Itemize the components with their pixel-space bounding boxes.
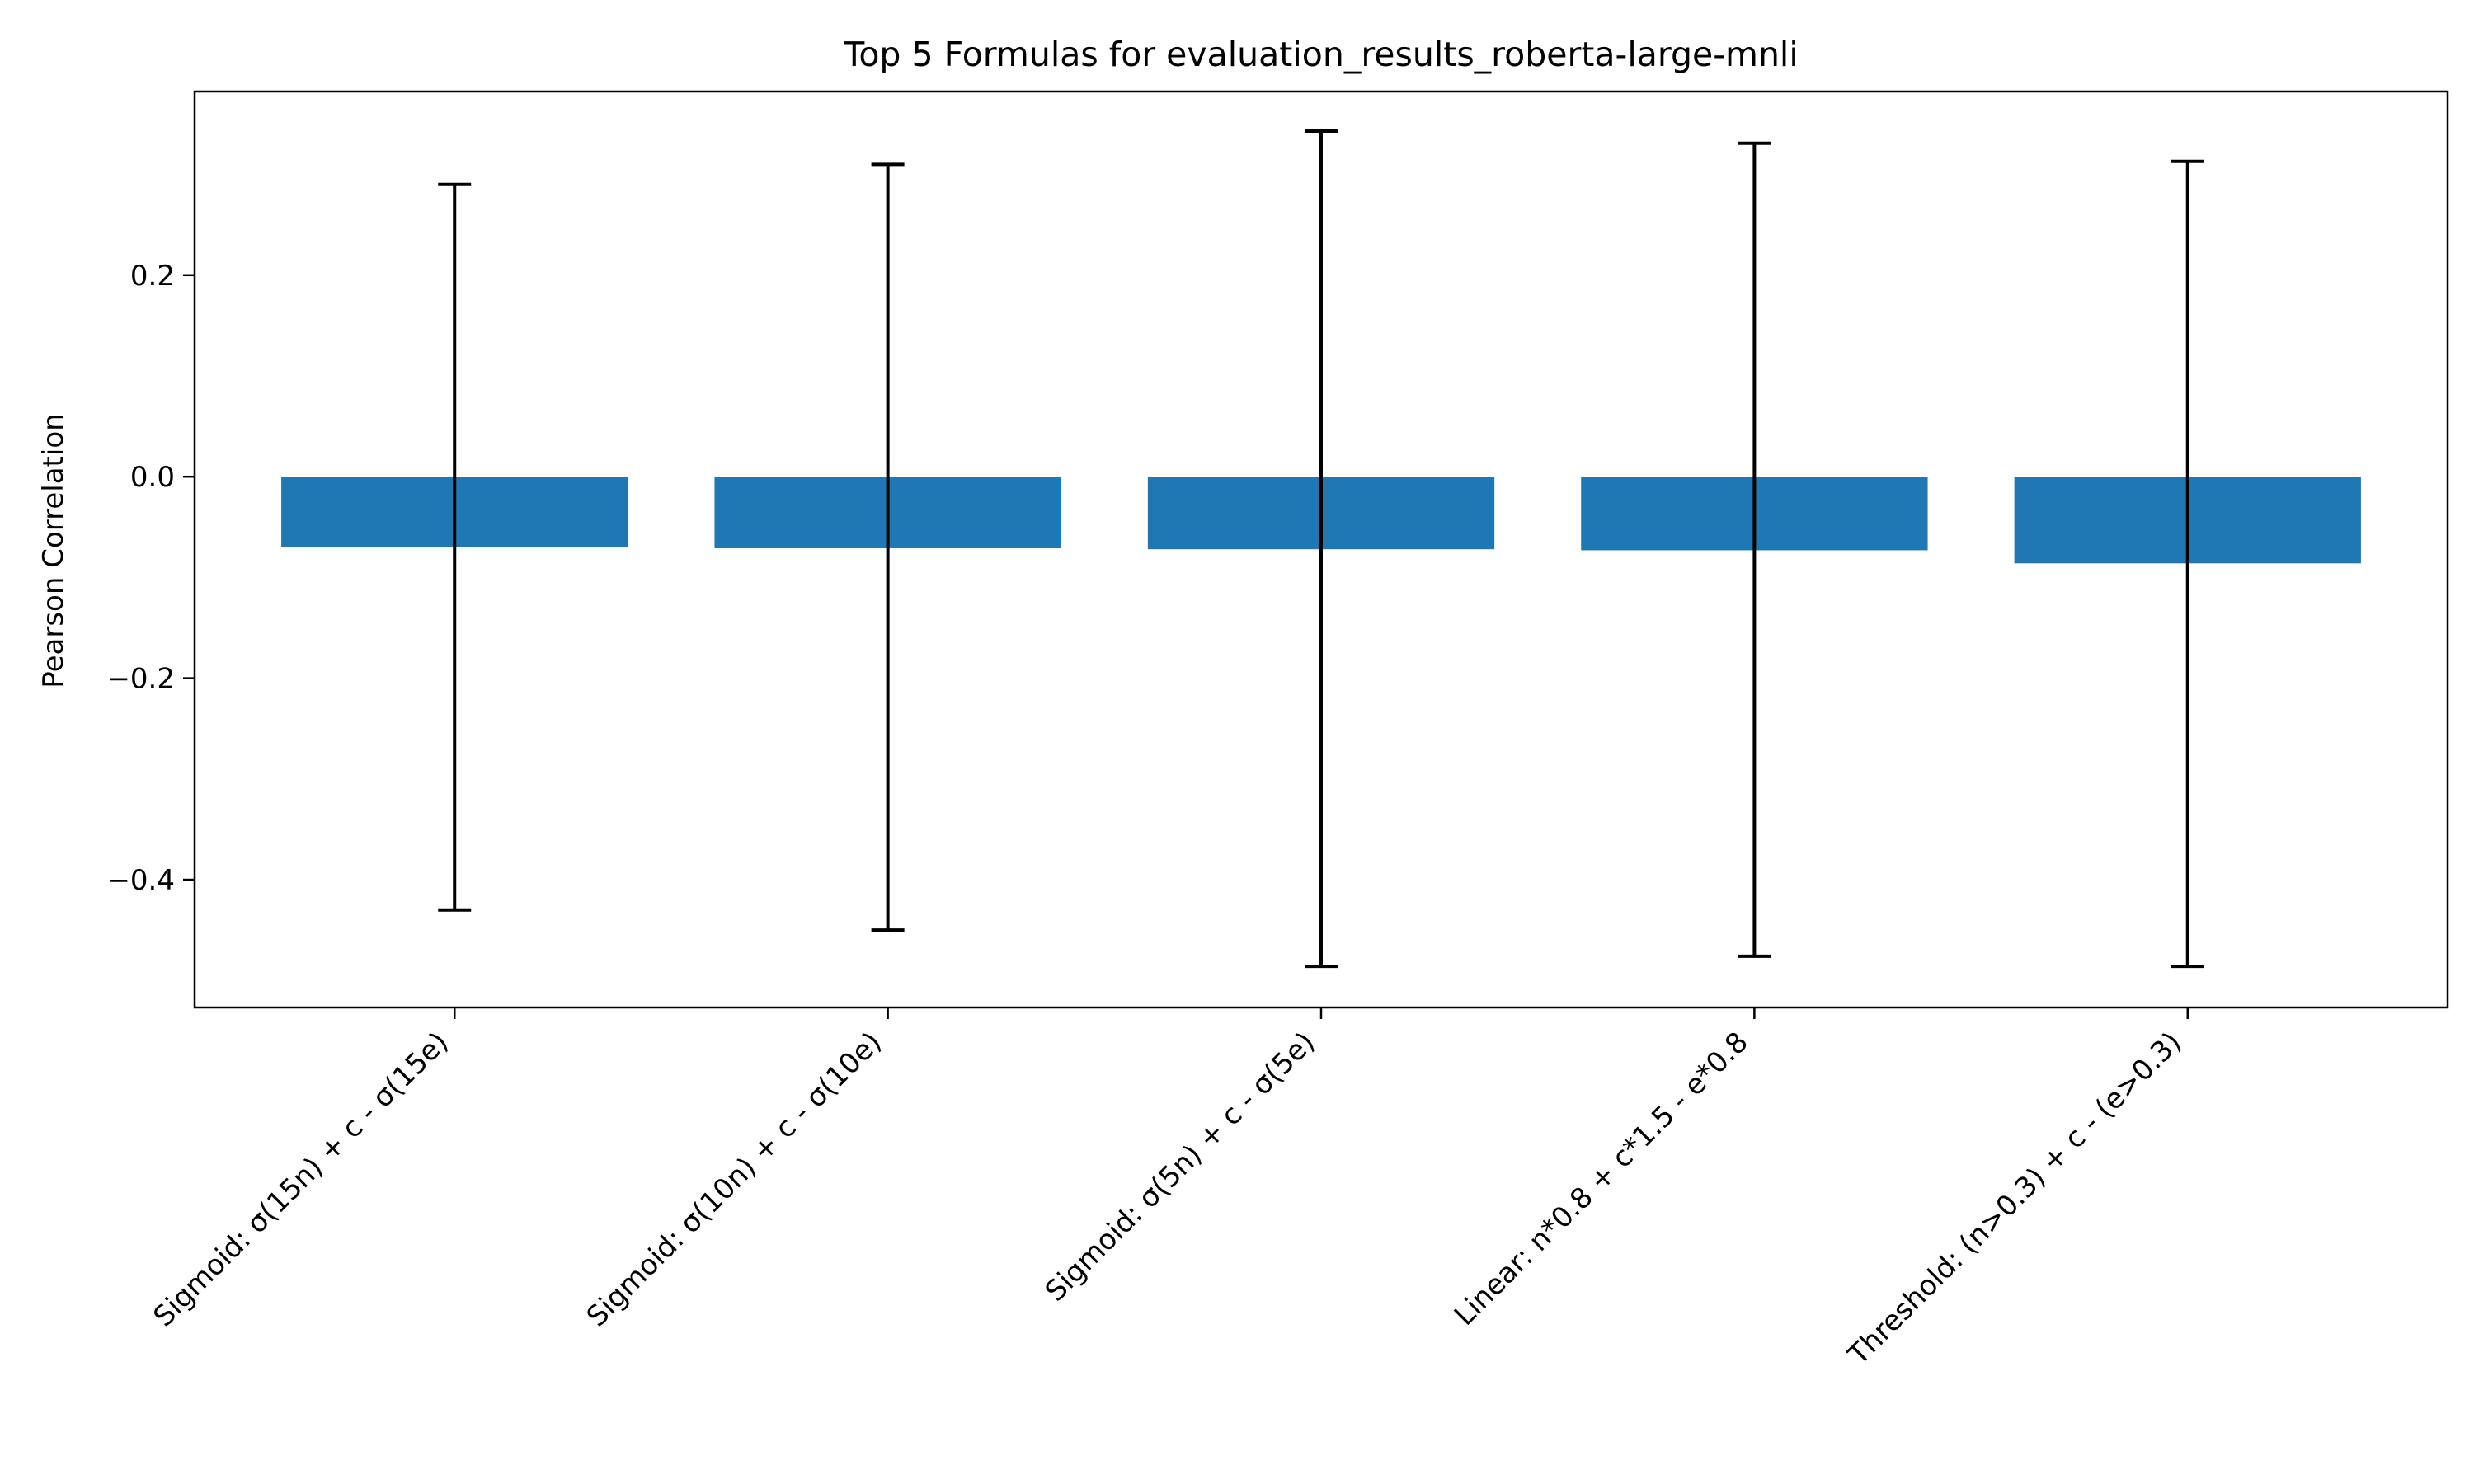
- y-tick-label: 0.0: [130, 461, 175, 494]
- y-axis: 0.2 0.0 −0.2 −0.4: [106, 260, 195, 897]
- chart-title: Top 5 Formulas for evaluation_results_ro…: [843, 35, 1798, 74]
- y-axis-label: Pearson Correlation: [37, 413, 70, 688]
- plot-area: [193, 90, 2449, 1009]
- y-tick-label: 0.2: [130, 260, 175, 293]
- y-tick-label: −0.2: [106, 663, 175, 696]
- y-tick-label: −0.4: [106, 864, 175, 897]
